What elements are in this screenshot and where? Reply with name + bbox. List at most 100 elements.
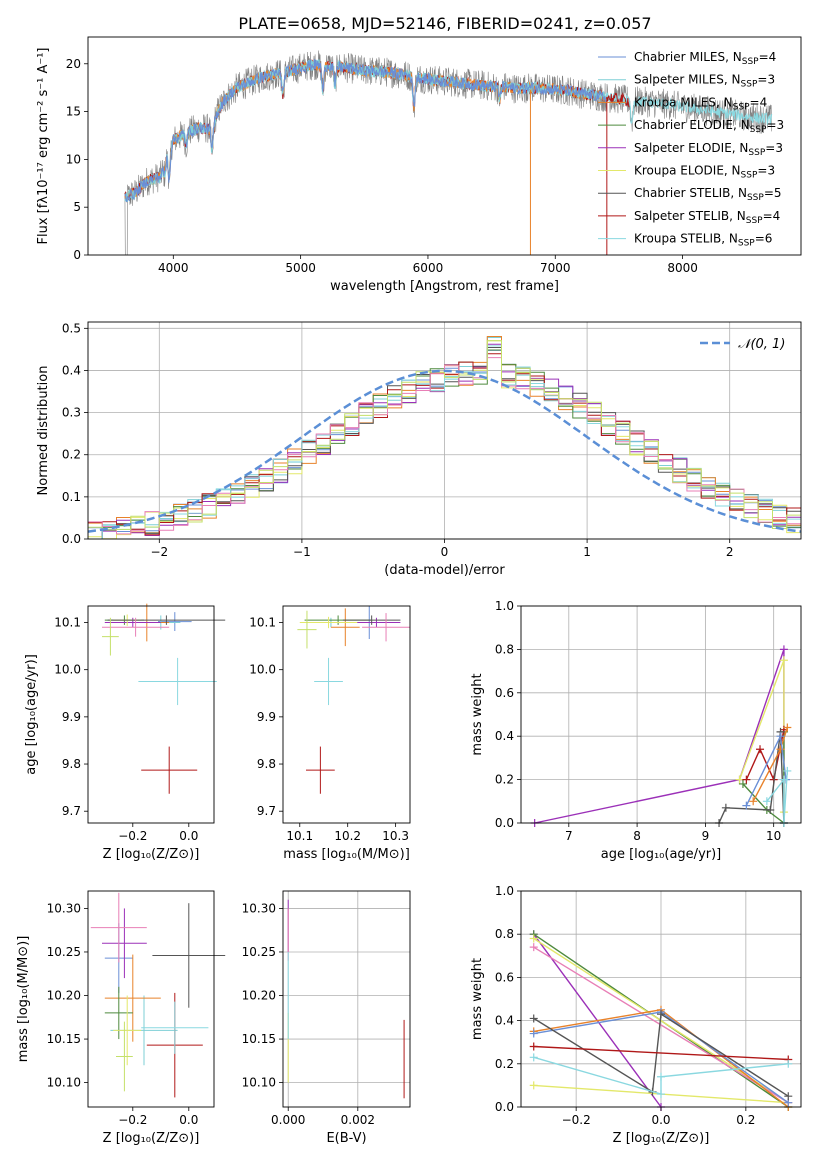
y-tick-label: 10.20	[242, 989, 276, 1003]
spectrum-panel: 4000 5000 6000 7000 8000 0 5 10 15 20 wavelength […	[36, 36, 802, 294]
x-tick-label: −2	[150, 545, 168, 559]
plus-marker	[756, 745, 765, 754]
plus-marker	[783, 766, 792, 775]
y-tick-label: 10.0	[54, 663, 81, 677]
plus-marker	[784, 1059, 793, 1068]
legend-label: Chabrier ELODIE, NSSP=3	[634, 118, 784, 135]
y-tick-label: 10.30	[47, 901, 81, 915]
y-axis-label: age [log₁₀(age/yr)]	[24, 654, 39, 775]
y-tick-label: 0.6	[495, 686, 514, 700]
x-tick-label: 0	[441, 545, 449, 559]
plus-marker	[529, 934, 538, 943]
legend-label: Salpeter MILES, NSSP=3	[634, 73, 775, 90]
plus-marker	[657, 1010, 665, 1019]
plus-marker	[779, 775, 788, 784]
age-vs-Z-panel: −0.2 0.0 9.7 9.8 9.9 10.0 10.1 Z [log₁₀(Z/Z⊙)] a…	[24, 603, 226, 862]
y-tick-label: 0.0	[495, 1100, 514, 1114]
y-tick-label: 0.3	[62, 406, 81, 420]
plus-marker	[738, 779, 747, 788]
mass-vs-Z-panel: −0.2 0.0 10.10 10.15 10.20 10.25 10.30 Z [log₁₀…	[16, 890, 226, 1146]
y-tick-label: 9.8	[257, 757, 276, 771]
y-tick-label: 10.15	[242, 1032, 276, 1046]
x-tick-label: 9	[702, 829, 710, 843]
y-axis-label: mass weight	[470, 673, 485, 755]
x-tick-label: 4000	[158, 261, 189, 275]
x-tick-label: 0.0	[651, 1113, 670, 1127]
legend-label: Kroupa STELIB, NSSP=6	[634, 232, 772, 249]
x-axis-label: Z [log₁₀(Z/Z⊙)]	[103, 847, 200, 862]
y-tick-label: 0.2	[495, 1057, 514, 1071]
weight-line	[533, 946, 789, 1104]
y-tick-label: 10.1	[249, 616, 276, 630]
plus-marker	[657, 1072, 665, 1081]
y-tick-label: 0.4	[495, 1014, 514, 1028]
plus-marker	[529, 1014, 538, 1023]
x-tick-label: 5000	[285, 261, 316, 275]
plus-marker	[776, 732, 785, 741]
mass-vs-ebv-panel: 0.000 0.002 10.10 10.15 10.20 10.25 10.30 E(B-V…	[242, 890, 411, 1146]
weight-line	[533, 1056, 789, 1095]
y-tick-label: 0.1	[62, 490, 81, 504]
x-tick-label: 0.002	[341, 1113, 375, 1127]
y-tick-label: 10.25	[47, 945, 81, 959]
x-tick-label: 2	[726, 545, 734, 559]
x-axis-label: wavelength [Angstrom, rest frame]	[330, 279, 559, 294]
y-tick-label: 0.0	[62, 532, 81, 546]
legend-label: Salpeter STELIB, NSSP=4	[634, 209, 780, 226]
y-tick-label: 0.0	[495, 816, 514, 830]
axes-frame	[520, 605, 802, 824]
y-tick-label: 9.8	[62, 757, 81, 771]
y-tick-label: 9.9	[257, 710, 276, 724]
y-tick-label: 0	[73, 248, 81, 262]
y-tick-label: 10.20	[47, 989, 81, 1003]
y-tick-label: 10	[66, 152, 81, 166]
x-axis-label: E(B-V)	[326, 1131, 366, 1146]
x-tick-label: −1	[293, 545, 311, 559]
y-tick-label: 10.15	[47, 1032, 81, 1046]
x-tick-label: 0.000	[271, 1113, 305, 1127]
y-tick-label: 0.4	[62, 363, 81, 377]
plus-marker	[742, 801, 751, 810]
y-tick-label: 15	[66, 105, 81, 119]
x-axis-label: (data-model)/error	[384, 563, 505, 578]
y-tick-label: 0.6	[495, 970, 514, 984]
y-tick-label: 0.4	[495, 729, 514, 743]
y-tick-label: 0.5	[62, 321, 81, 335]
figure-title: PLATE=0658, MJD=52146, FIBERID=0241, z=0…	[238, 14, 651, 33]
y-axis-label: Flux [fλ10⁻¹⁷ erg cm⁻² s⁻¹ A⁻¹]	[36, 48, 51, 245]
plus-marker	[762, 797, 771, 806]
legend-label: Salpeter ELODIE, NSSP=3	[634, 141, 783, 158]
x-tick-label: 7000	[540, 261, 571, 275]
x-axis-label: Z [log₁₀(Z/Z⊙)]	[103, 1131, 200, 1146]
x-tick-label: 10.3	[382, 829, 409, 843]
y-tick-label: 10.0	[249, 663, 276, 677]
y-tick-label: 0.8	[495, 642, 514, 656]
legend-label: 𝒩(0, 1)	[738, 337, 785, 352]
y-tick-label: 9.7	[257, 804, 276, 818]
residuals-panel: −2 −1 0 1 2 0.0 0.1 0.2 0.3 0.4 0.5 (data-model)/er…	[36, 321, 802, 578]
y-tick-label: 10.25	[242, 945, 276, 959]
x-tick-label: −0.2	[562, 1113, 591, 1127]
spectrum-legend: Chabrier MILES, NSSP=4 Salpeter MILES, NS…	[598, 50, 784, 249]
plus-marker	[766, 805, 775, 814]
y-axis-label: mass weight	[470, 958, 485, 1040]
x-tick-label: 10.2	[334, 829, 361, 843]
weight-line	[533, 1045, 789, 1061]
x-tick-label: 10	[766, 829, 781, 843]
plus-marker	[735, 775, 744, 784]
axes-frame	[87, 36, 802, 256]
x-tick-label: 8000	[667, 261, 698, 275]
plus-marker	[529, 1053, 538, 1062]
plus-marker	[783, 723, 792, 732]
y-tick-label: 10.10	[47, 1076, 81, 1090]
x-tick-label: −0.2	[118, 1113, 147, 1127]
y-tick-label: 9.7	[62, 804, 81, 818]
legend-label: Kroupa ELODIE, NSSP=3	[634, 164, 775, 181]
x-tick-label: 7	[565, 829, 573, 843]
x-tick-label: 0.0	[179, 1113, 198, 1127]
legend-label: Chabrier STELIB, NSSP=5	[634, 186, 782, 203]
axes-frame	[87, 890, 215, 1108]
plus-marker	[784, 1092, 793, 1101]
massweight-vs-age-panel: 7 8 9 10 0.0 0.2 0.4 0.6 0.8 1.0 age [log₁₀(age/yr…	[470, 599, 802, 862]
